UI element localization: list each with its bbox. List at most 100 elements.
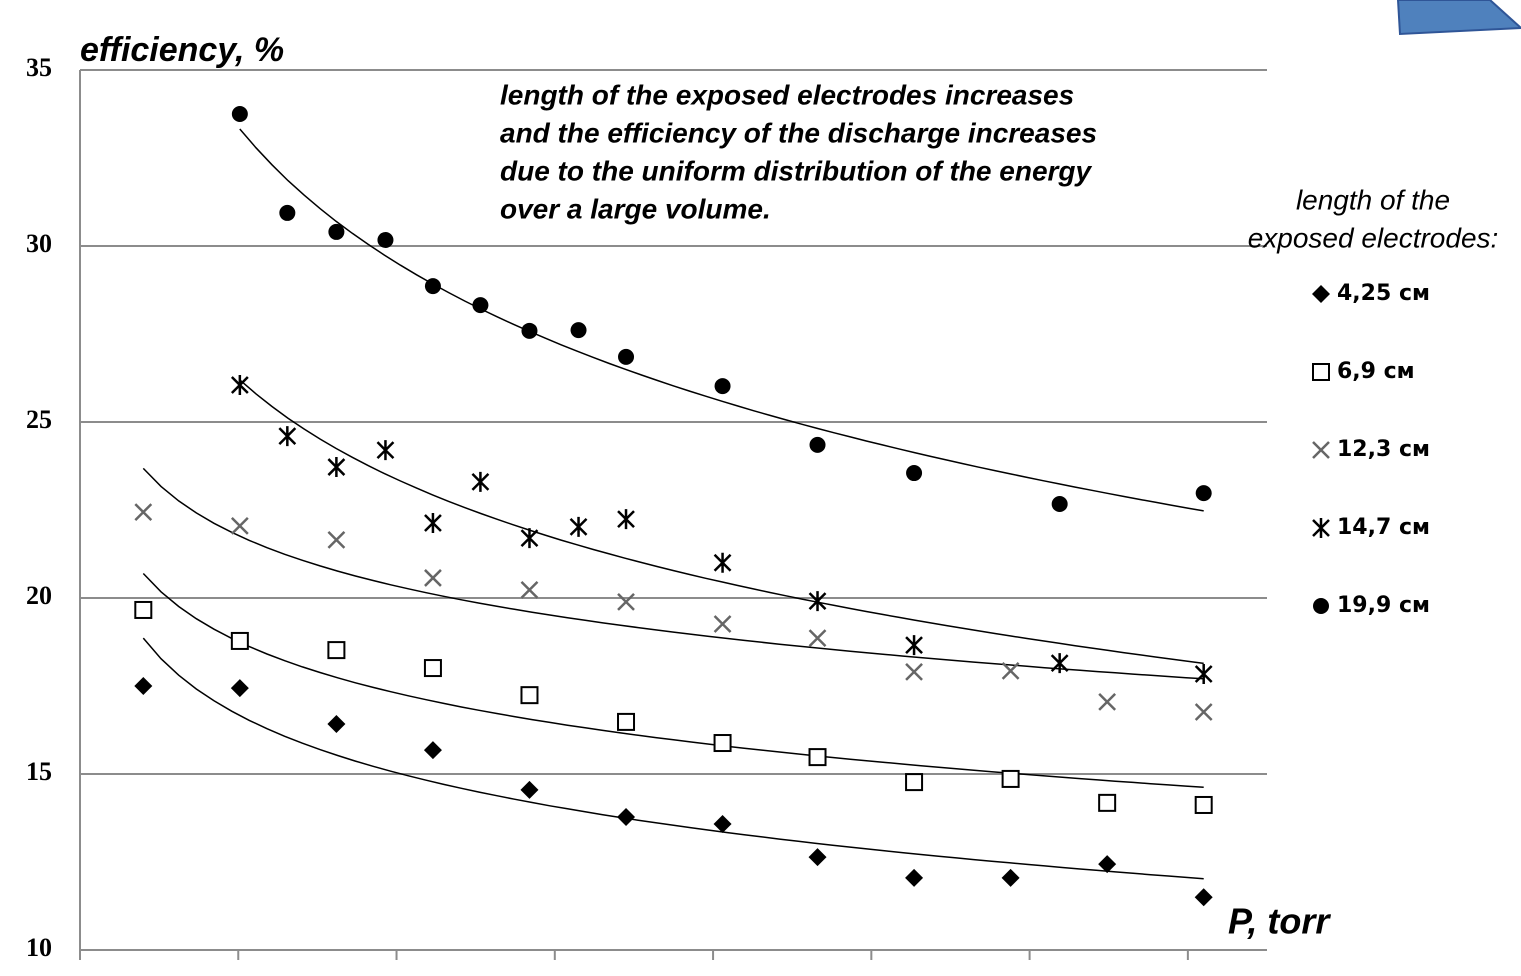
legend-label: 4,25 см xyxy=(1337,281,1430,306)
marker xyxy=(1001,661,1020,680)
marker-shape xyxy=(1313,598,1329,614)
marker-shape xyxy=(1194,664,1213,685)
marker-shape xyxy=(230,631,249,650)
legend-label: 6,9 см xyxy=(1337,359,1415,384)
marker xyxy=(713,734,732,753)
marker xyxy=(713,814,732,833)
marker-shape xyxy=(520,686,539,705)
marker xyxy=(520,686,539,705)
marker xyxy=(423,659,442,678)
trend-line xyxy=(239,379,1204,665)
marker xyxy=(278,426,297,447)
marker-shape xyxy=(1312,285,1330,303)
marker xyxy=(520,780,539,799)
marker xyxy=(617,807,636,826)
marker xyxy=(520,528,539,549)
marker xyxy=(230,679,249,698)
y-tick-label: 25 xyxy=(26,405,52,434)
marker-shape xyxy=(808,629,827,648)
marker xyxy=(1098,855,1117,874)
marker-shape xyxy=(617,712,636,731)
marker-shape xyxy=(1194,795,1213,814)
marker xyxy=(230,516,249,535)
legend-label: 12,3 см xyxy=(1337,437,1430,462)
marker-shape xyxy=(1051,496,1068,513)
marker-shape xyxy=(279,204,296,221)
marker-shape xyxy=(134,503,153,521)
annotation: length of the exposed electrodes increas… xyxy=(500,79,1074,110)
marker-shape xyxy=(809,436,826,453)
marker xyxy=(327,531,346,549)
marker xyxy=(1194,888,1213,907)
marker-shape xyxy=(1050,653,1069,674)
marker-shape xyxy=(1195,485,1212,502)
marker-shape xyxy=(328,223,345,240)
legend-label: 19,9 см xyxy=(1337,593,1430,618)
marker xyxy=(471,471,490,492)
annotation: and the efficiency of the discharge incr… xyxy=(500,117,1097,148)
marker-shape xyxy=(808,748,827,767)
marker xyxy=(424,569,442,587)
marker xyxy=(905,868,924,887)
marker xyxy=(713,552,732,573)
marker xyxy=(1001,769,1020,788)
marker-shape xyxy=(714,378,731,395)
marker xyxy=(1098,793,1117,812)
marker xyxy=(713,615,732,633)
y-axis-label: efficiency, % xyxy=(80,31,284,69)
marker-shape xyxy=(134,600,153,619)
marker xyxy=(906,465,923,482)
marker-shape xyxy=(1194,888,1213,907)
marker xyxy=(808,629,827,648)
marker xyxy=(714,378,731,395)
marker-shape xyxy=(231,106,248,122)
marker xyxy=(327,457,346,478)
marker-shape xyxy=(569,516,588,537)
marker xyxy=(1312,441,1330,459)
marker-shape xyxy=(376,440,395,461)
marker xyxy=(1313,598,1329,614)
annotation: due to the uniform distribution of the e… xyxy=(500,155,1093,186)
marker xyxy=(1194,795,1213,814)
marker-shape xyxy=(230,516,249,535)
marker-shape xyxy=(230,375,249,396)
marker xyxy=(279,204,296,221)
trend-line xyxy=(142,467,1204,680)
marker xyxy=(809,436,826,453)
marker xyxy=(905,663,923,681)
marker xyxy=(327,715,346,734)
marker xyxy=(424,278,441,295)
marker-shape xyxy=(278,426,297,447)
marker xyxy=(134,677,153,695)
marker xyxy=(423,741,442,760)
marker xyxy=(905,773,924,792)
marker-shape xyxy=(423,741,442,760)
marker-shape xyxy=(327,531,346,549)
marker xyxy=(231,106,248,122)
marker-shape xyxy=(905,868,924,887)
marker-shape xyxy=(423,659,442,678)
marker xyxy=(618,348,635,365)
marker-shape xyxy=(713,552,732,573)
marker-shape xyxy=(424,569,442,587)
marker-shape xyxy=(570,322,587,339)
marker xyxy=(1194,664,1213,685)
marker-shape xyxy=(1098,692,1117,711)
marker xyxy=(617,712,636,731)
marker xyxy=(808,848,827,867)
marker xyxy=(520,581,539,599)
marker xyxy=(569,516,588,537)
marker-shape xyxy=(617,592,635,611)
marker-shape xyxy=(905,773,924,792)
marker-shape xyxy=(327,457,346,478)
marker xyxy=(1001,868,1020,887)
marker xyxy=(230,631,249,650)
marker-shape xyxy=(377,232,394,249)
marker xyxy=(808,748,827,767)
marker-shape xyxy=(906,465,923,482)
marker-shape xyxy=(520,528,539,549)
marker-shape xyxy=(520,581,539,599)
marker-shape xyxy=(1312,518,1330,538)
marker-shape xyxy=(617,807,636,826)
